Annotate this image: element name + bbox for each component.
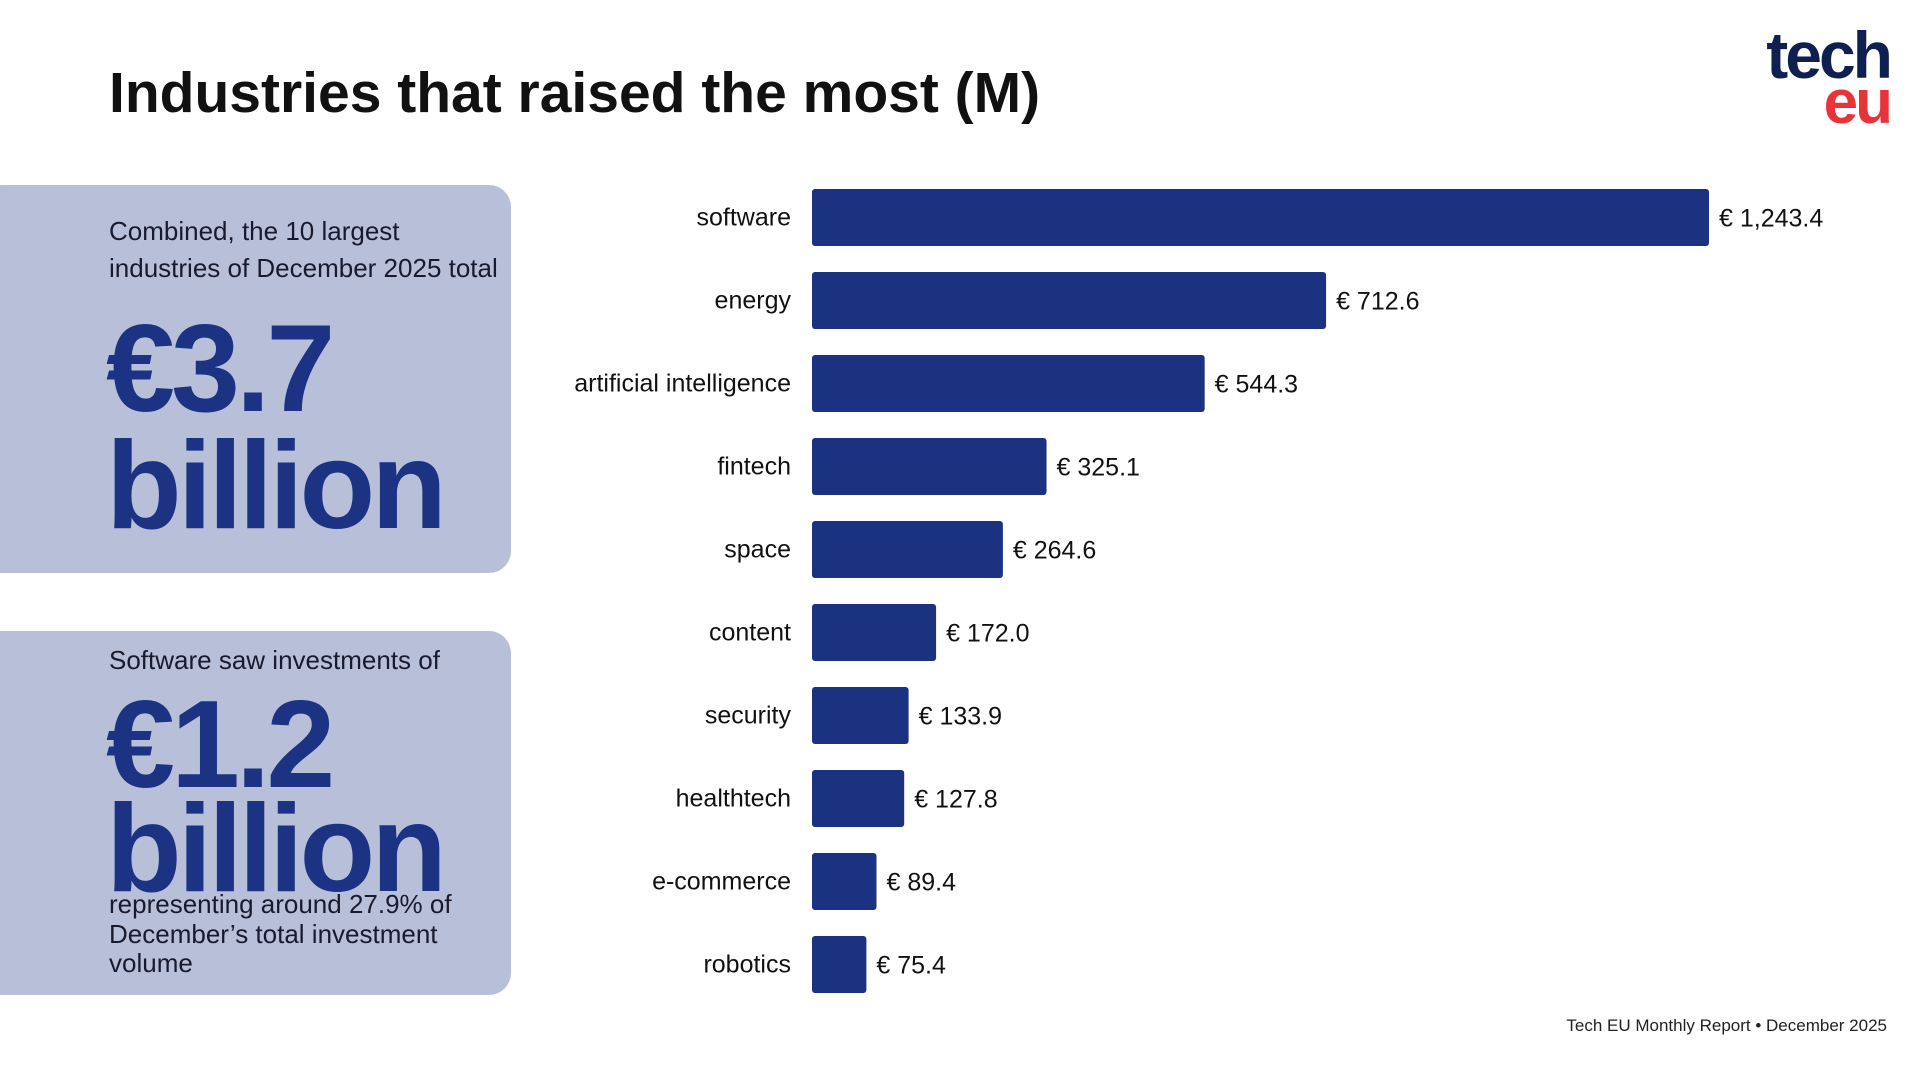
bar-value-label: € 89.4	[886, 869, 956, 897]
panel-big: billion	[106, 417, 443, 555]
panel-note: volume	[109, 948, 193, 978]
bar	[812, 604, 937, 661]
bar	[812, 687, 909, 744]
category-label: fintech	[717, 453, 791, 481]
category-label: energy	[715, 287, 792, 315]
panel-big: €1.2	[106, 676, 331, 814]
bar-value-label: € 75.4	[876, 952, 946, 980]
bar-value-label: € 325.1	[1057, 454, 1140, 482]
panel-big: €3.7	[106, 300, 331, 438]
panel	[0, 631, 511, 995]
bar-value-label: € 127.8	[914, 786, 997, 814]
category-label: e-commerce	[652, 868, 791, 896]
category-label: artificial intelligence	[574, 370, 791, 398]
panel-intro: Combined, the 10 largest	[109, 216, 400, 246]
bar-value-label: € 133.9	[919, 703, 1002, 731]
category-label: healthtech	[676, 785, 791, 813]
bar-value-label: € 1,243.4	[1719, 205, 1823, 233]
bar-value-label: € 712.6	[1336, 288, 1419, 316]
category-label: security	[705, 702, 792, 730]
bar-value-label: € 264.6	[1013, 537, 1096, 565]
panel-intro: industries of December 2025 total	[109, 253, 498, 283]
footer: Tech EU Monthly Report • December 2025	[1566, 1016, 1887, 1035]
category-label: space	[724, 536, 791, 564]
panel	[0, 185, 511, 573]
bar	[812, 189, 1709, 246]
title: Industries that raised the most (M)	[109, 61, 1040, 125]
logo-bottom: eu	[1824, 68, 1890, 137]
category-label: robotics	[703, 951, 791, 979]
bar	[812, 355, 1205, 412]
panel-big: billion	[106, 780, 443, 918]
bar-value-label: € 544.3	[1215, 371, 1298, 399]
bar-value-label: € 172.0	[946, 620, 1029, 648]
panel-note: representing around 27.9% of	[109, 889, 452, 919]
category-label: content	[709, 619, 791, 647]
panel-note: December’s total investment	[109, 919, 438, 949]
bar	[812, 521, 1003, 578]
bar	[812, 272, 1327, 329]
logo-top: tech	[1766, 18, 1890, 92]
bar	[812, 853, 877, 910]
bar	[812, 770, 905, 827]
panel-intro: Software saw investments of	[109, 645, 441, 675]
bar	[812, 936, 867, 993]
category-label: software	[697, 204, 791, 232]
bar	[812, 438, 1047, 495]
